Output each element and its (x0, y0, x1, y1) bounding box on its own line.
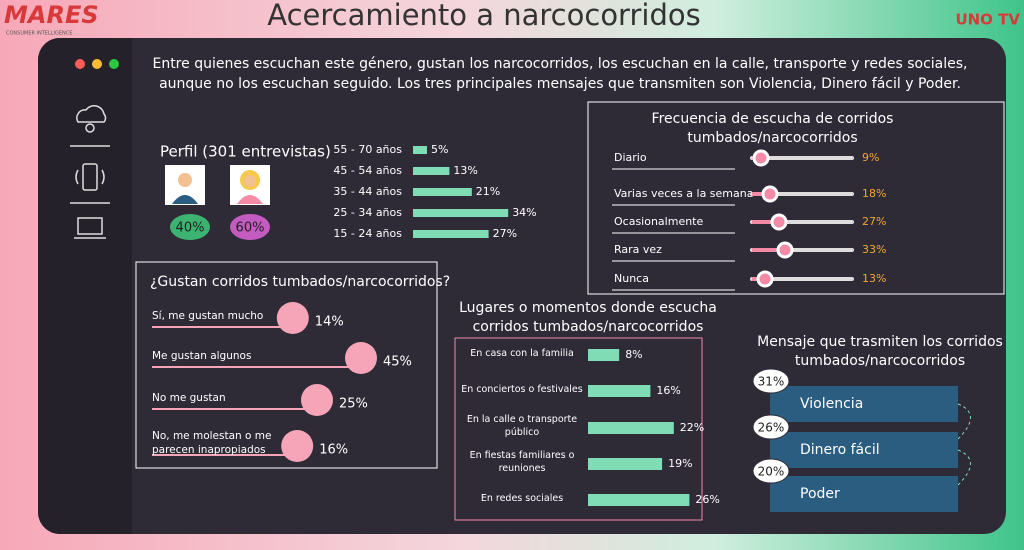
dot (109, 59, 119, 69)
page-title: Acercamiento a narcocorridos (267, 0, 700, 32)
value-label: 9% (862, 151, 879, 164)
category-label: En casa con la familia (470, 348, 574, 359)
slider-knob (770, 213, 788, 231)
bar (413, 230, 489, 238)
category-box (770, 476, 958, 512)
bar (413, 188, 472, 196)
frame (135, 261, 438, 469)
bar (413, 146, 427, 154)
bar (413, 167, 450, 175)
category-label: Rara vez (614, 243, 662, 256)
slider-knob (756, 270, 774, 288)
value-label: 34% (512, 206, 536, 219)
category-box (770, 386, 958, 422)
value-label: 19% (668, 457, 692, 470)
bar (588, 385, 651, 397)
chart-title: Perfil (301 entrevistas) (160, 143, 331, 161)
value-label: 21% (476, 185, 500, 198)
value-label: 5% (431, 143, 448, 156)
category-label: No me gustan (152, 392, 226, 404)
bar (413, 209, 509, 217)
value-label: 16% (656, 384, 680, 397)
summary: Entre quienes escuchan este género, gust… (152, 56, 968, 92)
value-label: 45% (383, 355, 412, 370)
category-label: Poder (800, 486, 840, 502)
lollipop-dot (345, 342, 377, 374)
category-label: Violencia (800, 396, 863, 412)
brand: MARES (4, 1, 99, 29)
category-label: Varias veces a la semana (614, 187, 753, 200)
category-label: En conciertos o festivales (461, 384, 583, 395)
category-label: 55 - 70 años (333, 143, 402, 156)
category-label: 15 - 24 años (333, 227, 402, 240)
dot (75, 59, 85, 69)
category-label: En la calle o transporte público (466, 414, 578, 438)
value-label: 31% (758, 375, 785, 389)
category-label: Ocasionalmente (614, 215, 704, 228)
sidebar-icons (70, 105, 110, 239)
connector (957, 403, 971, 486)
bar (588, 458, 663, 470)
brand-sub: CONSUMER INTELLIGENCE (6, 31, 72, 37)
category-label: Me gustan algunos (152, 350, 252, 362)
slider-knob (776, 241, 794, 259)
category-label: 45 - 54 años (333, 164, 402, 177)
sidebar (38, 38, 132, 534)
bar (588, 494, 690, 506)
category-label: Nunca (614, 272, 649, 285)
chart-title: Lugares o momentos donde escucha corrido… (459, 300, 717, 335)
lollipop-dot (276, 302, 309, 334)
value-label: 13% (862, 272, 886, 285)
value-label: 40% (176, 221, 205, 236)
value-label: 13% (453, 164, 477, 177)
category-label: En redes sociales (480, 493, 564, 504)
category-label: Diario (614, 151, 647, 164)
category-label: No, me molestan o me parecen inapropiado… (152, 430, 272, 456)
category-label: En fiestas familiares o reuniones (469, 450, 575, 474)
rank-badge (752, 414, 790, 440)
value-label: 25% (339, 397, 368, 412)
chart-title: Mensaje que trasmiten los corridos tumba… (757, 334, 1003, 369)
lollipop-dot (281, 430, 314, 462)
lollipop-dot (301, 384, 333, 416)
rank-badge (752, 368, 790, 394)
value-label: 33% (862, 243, 886, 256)
value-label: 60% (236, 221, 265, 236)
badge (230, 214, 270, 240)
category-label: 35 - 44 años (333, 185, 402, 198)
dot (92, 59, 102, 69)
bar (588, 349, 620, 361)
category-box (770, 432, 958, 468)
value-label: 26% (695, 493, 719, 506)
person-icon (165, 165, 270, 205)
rank-badge (752, 458, 790, 484)
value-label: 8% (625, 348, 642, 361)
value-label: 27% (493, 227, 517, 240)
logo: UNO TV (955, 11, 1020, 29)
frame (587, 101, 1005, 295)
frame (454, 337, 703, 521)
category-label: Sí, me gustan mucho (152, 310, 264, 322)
value-label: 14% (315, 315, 344, 330)
value-label: 26% (758, 421, 785, 435)
chart-title: Frecuencia de escucha de corridos tumbad… (651, 111, 894, 146)
value-label: 20% (758, 465, 785, 479)
value-label: 22% (680, 421, 704, 434)
category-label: 25 - 34 años (333, 206, 402, 219)
chart-title: ¿Gustan corridos tumbados/narcocorridos? (150, 274, 450, 290)
bar (588, 422, 674, 434)
value-label: 27% (862, 215, 886, 228)
badge (170, 214, 210, 240)
value-label: 18% (862, 187, 886, 200)
value-label: 16% (319, 443, 348, 458)
slider-knob (752, 149, 770, 167)
category-label: Dinero fácil (800, 442, 880, 458)
slider-knob (761, 185, 779, 203)
